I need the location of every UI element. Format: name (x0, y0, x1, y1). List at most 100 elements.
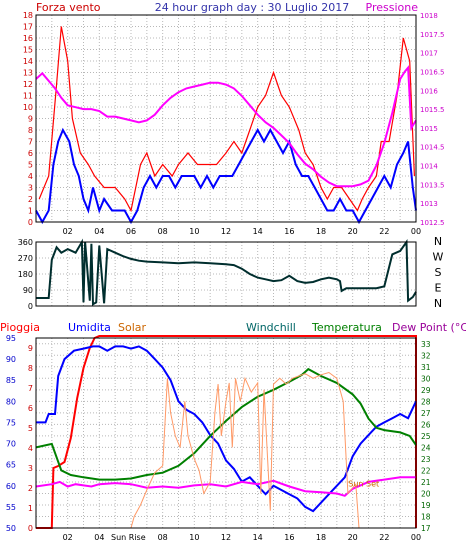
legend-item: Solar (118, 321, 147, 334)
temperature-tick-label: 26 (421, 420, 431, 429)
x-tick-label: 00 (411, 227, 421, 236)
humidity-axis: 50 55 60 65 70 75 80 85 90 95 (6, 334, 16, 533)
temperature-chart-series (35, 335, 417, 529)
pressure-tick-label: 1012.5 (420, 219, 445, 227)
x-tick-label: 16 (284, 227, 294, 236)
pressure-tick-label: 1014 (420, 163, 438, 171)
x-tick-label: 10 (189, 227, 199, 236)
wind-tick-label: 16 (23, 34, 33, 43)
legend-item: Umidita (68, 321, 111, 334)
pressure-axis-title: Pressione (366, 1, 419, 14)
wind-tick-label: 5 (28, 161, 33, 170)
temperature-tick-label: 24 (421, 443, 431, 452)
rain-tick-label: 6 (28, 404, 33, 413)
wind-tick-label: 0 (28, 218, 33, 227)
humidity-tick-label: 65 (6, 461, 16, 470)
series-temperature (35, 367, 417, 481)
compass-tick-label: N (434, 297, 442, 310)
wind-tick-label: 13 (23, 69, 33, 78)
x-tick-label: 04 (94, 533, 104, 542)
x-tick-label: 08 (158, 227, 168, 236)
rain-tick-label: 7 (28, 384, 33, 393)
wind-tick-label: 12 (23, 80, 33, 89)
rain-tick-label: 0 (28, 524, 33, 533)
wind-tick-label: 8 (28, 126, 33, 135)
humidity-tick-label: 95 (6, 334, 16, 343)
pressure-axis: 1012.5 1013 1013.5 1014 1014.5 1015 1015.5 1016… (420, 12, 445, 227)
temperature-tick-label: 29 (421, 386, 431, 395)
pressure-tick-label: 1013 (420, 200, 438, 208)
direction-chart-frame (35, 241, 417, 307)
temperature-tick-label: 20 (421, 489, 431, 498)
rain-tick-label: 1 (28, 504, 33, 513)
wind-tick-label: 1 (28, 207, 33, 216)
sunset-label: Sun Set (348, 480, 379, 489)
humidity-tick-label: 70 (6, 440, 16, 449)
pressure-tick-label: 1015 (420, 125, 438, 133)
humidity-tick-label: 50 (6, 524, 16, 533)
wind-chart-frame (35, 14, 417, 223)
pressure-tick-label: 1018 (420, 12, 438, 20)
x-tick-label: 16 (284, 533, 294, 542)
humidity-tick-label: 75 (6, 418, 16, 427)
x-tick-label: 12 (221, 227, 231, 236)
temperature-tick-label: 31 (421, 363, 431, 372)
pressure-tick-label: 1016 (420, 87, 438, 95)
direction-tick-label: 180 (18, 270, 33, 279)
x-tick-label: 22 (379, 533, 389, 542)
wind-tick-label: 14 (23, 57, 33, 66)
humidity-tick-label: 55 (6, 503, 16, 512)
temperature-tick-label: 23 (421, 455, 431, 464)
rain-tick-label: 8 (28, 364, 33, 373)
rain-tick-label: 2 (28, 484, 33, 493)
temperature-tick-label: 22 (421, 466, 431, 475)
series-humidity (36, 345, 417, 513)
wind-tick-label: 7 (28, 138, 33, 147)
direction-tick-label: 360 (18, 238, 33, 247)
temperature-tick-label: 32 (421, 351, 431, 360)
humidity-tick-label: 80 (6, 397, 16, 406)
rain-tick-label: 5 (28, 424, 33, 433)
series-pressure (35, 65, 417, 188)
wind-tick-label: 2 (28, 195, 33, 204)
x-tick-label: 18 (316, 227, 326, 236)
wind-axis-title: Forza vento (36, 1, 101, 14)
pressure-tick-label: 1013.5 (420, 181, 445, 189)
x-tick-label: 20 (348, 533, 358, 542)
series-wind (35, 127, 417, 225)
x-tick-label: 00 (411, 533, 421, 542)
wind-tick-label: 9 (28, 115, 33, 124)
chart-title: 24 hour graph day : 30 Luglio 2017 (155, 1, 350, 14)
x-tick-label: 02 (63, 533, 73, 542)
legend: Pioggia Umidita Solar Windchill Temperatura D… (0, 321, 466, 334)
temperature-axis: 17 18 19 20 21 22 23 24 25 26 27 28 29 30 31 32 33 (421, 340, 431, 533)
compass-tick-label: S (435, 266, 442, 279)
direction-chart-series (36, 238, 417, 306)
pressure-tick-label: 1017 (420, 50, 438, 58)
rain-tick-label: 3 (28, 464, 33, 473)
x-tick-label: 10 (189, 533, 199, 542)
temperature-tick-label: 17 (421, 524, 431, 533)
wind-tick-label: 6 (28, 149, 33, 158)
series-direction (36, 238, 417, 306)
legend-item: Pioggia (0, 321, 40, 334)
pressure-tick-label: 1017.5 (420, 31, 445, 39)
wind-tick-label: 15 (23, 46, 33, 55)
x-tick-label: 12 (221, 533, 231, 542)
wind-tick-label: 11 (23, 92, 33, 101)
series-rain (36, 335, 417, 529)
temperature-tick-label: 33 (421, 340, 431, 349)
humidity-tick-label: 90 (6, 355, 16, 364)
legend-item: Windchill (246, 321, 296, 334)
sunrise-label: Sun Rise (111, 533, 146, 542)
compass-tick-label: E (435, 282, 442, 295)
x-tick-label: 06 (126, 227, 136, 236)
wind-tick-label: 4 (28, 172, 33, 181)
temperature-tick-label: 21 (421, 478, 431, 487)
direction-tick-label: 0 (28, 302, 33, 311)
x-tick-label: 14 (253, 533, 263, 542)
